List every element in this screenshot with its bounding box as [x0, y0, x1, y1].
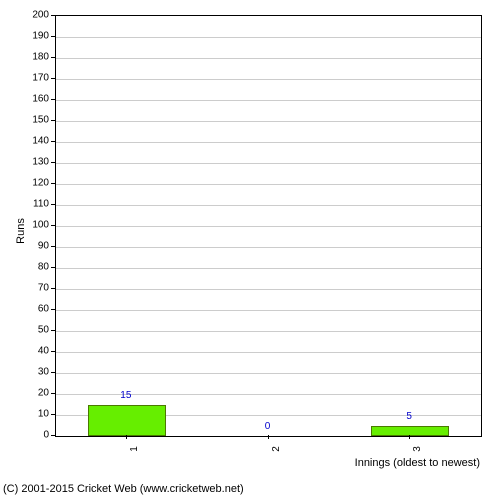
ytick-label: 40: [38, 346, 49, 357]
ytick-label: 160: [32, 94, 49, 105]
ytick-label: 120: [32, 178, 49, 189]
ytick-label: 10: [38, 409, 49, 420]
xtick-label: 1: [129, 446, 140, 452]
ytick-label: 180: [32, 52, 49, 63]
xtick-mark: [409, 435, 410, 439]
gridline: [56, 331, 481, 332]
gridline: [56, 289, 481, 290]
ytick-label: 30: [38, 367, 49, 378]
ytick-label: 190: [32, 31, 49, 42]
ytick-label: 130: [32, 157, 49, 168]
gridline: [56, 142, 481, 143]
gridline: [56, 373, 481, 374]
ytick-label: 140: [32, 136, 49, 147]
ytick-mark: [51, 99, 55, 100]
x-axis-label: Innings (oldest to newest): [355, 457, 480, 469]
ytick-label: 20: [38, 388, 49, 399]
bar-value-label: 15: [120, 390, 131, 401]
ytick-mark: [51, 78, 55, 79]
bar: [371, 426, 449, 437]
ytick-label: 90: [38, 241, 49, 252]
ytick-label: 0: [43, 430, 49, 441]
ytick-label: 110: [33, 199, 49, 210]
xtick-label: 3: [412, 446, 423, 452]
gridline: [56, 247, 481, 248]
xtick-mark: [268, 435, 269, 439]
plot-area: [55, 15, 482, 437]
ytick-mark: [51, 288, 55, 289]
ytick-mark: [51, 330, 55, 331]
ytick-mark: [51, 267, 55, 268]
gridline: [56, 205, 481, 206]
gridline: [56, 58, 481, 59]
ytick-mark: [51, 15, 55, 16]
ytick-mark: [51, 372, 55, 373]
gridline: [56, 163, 481, 164]
chart-container: Runs Innings (oldest to newest) (C) 2001…: [0, 0, 500, 500]
ytick-mark: [51, 351, 55, 352]
y-axis-label: Runs: [15, 218, 27, 244]
ytick-label: 100: [32, 220, 49, 231]
gridline: [56, 352, 481, 353]
ytick-mark: [51, 204, 55, 205]
ytick-mark: [51, 246, 55, 247]
ytick-mark: [51, 120, 55, 121]
gridline: [56, 184, 481, 185]
ytick-mark: [51, 57, 55, 58]
ytick-label: 60: [38, 304, 49, 315]
bar-value-label: 5: [406, 411, 412, 422]
xtick-mark: [126, 435, 127, 439]
gridline: [56, 226, 481, 227]
ytick-label: 70: [38, 283, 49, 294]
ytick-mark: [51, 309, 55, 310]
ytick-label: 200: [32, 10, 49, 21]
ytick-mark: [51, 435, 55, 436]
ytick-mark: [51, 141, 55, 142]
ytick-mark: [51, 36, 55, 37]
gridline: [56, 310, 481, 311]
ytick-mark: [51, 414, 55, 415]
ytick-label: 150: [32, 115, 49, 126]
copyright-text: (C) 2001-2015 Cricket Web (www.cricketwe…: [3, 483, 244, 495]
ytick-mark: [51, 393, 55, 394]
bar: [88, 405, 166, 437]
gridline: [56, 121, 481, 122]
gridline: [56, 79, 481, 80]
xtick-label: 2: [271, 446, 282, 452]
gridline: [56, 268, 481, 269]
ytick-label: 50: [38, 325, 49, 336]
ytick-mark: [51, 183, 55, 184]
bar-value-label: 0: [265, 421, 271, 432]
gridline: [56, 100, 481, 101]
ytick-mark: [51, 225, 55, 226]
ytick-label: 170: [32, 73, 49, 84]
ytick-mark: [51, 162, 55, 163]
gridline: [56, 37, 481, 38]
ytick-label: 80: [38, 262, 49, 273]
